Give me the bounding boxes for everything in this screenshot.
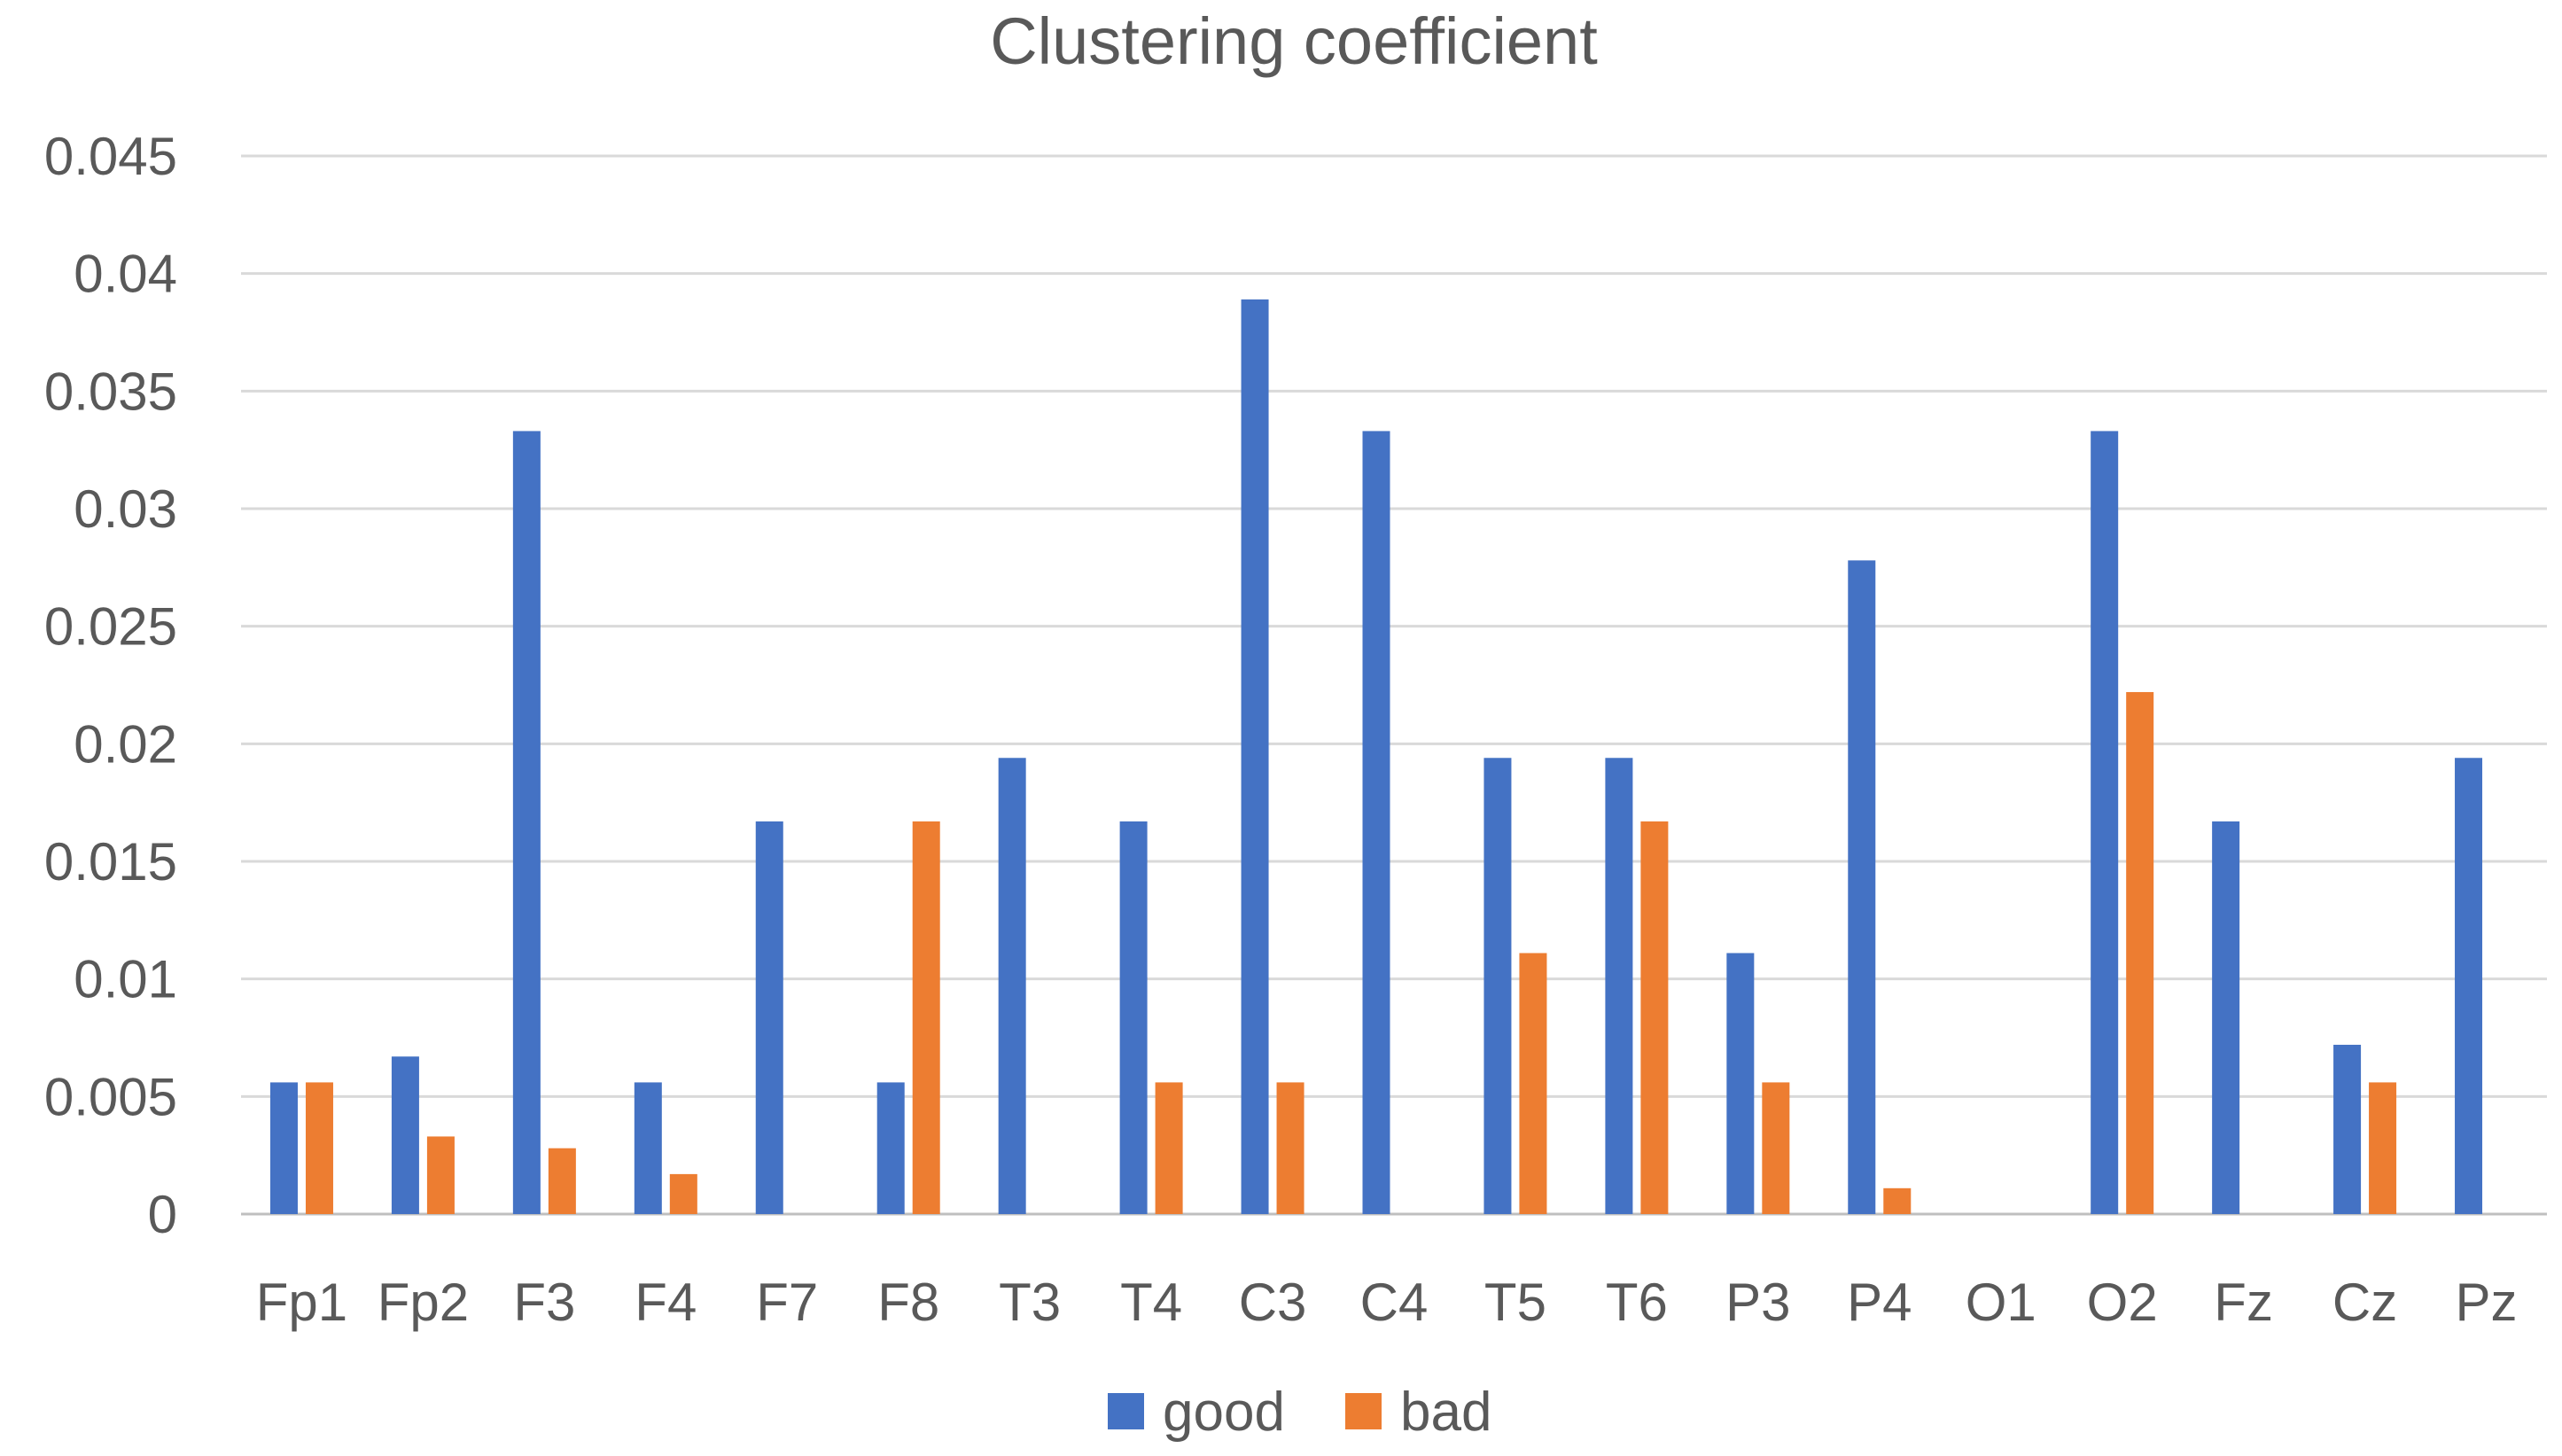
bar-good-f7 bbox=[755, 821, 783, 1214]
bar-good-t6 bbox=[1605, 758, 1633, 1214]
gridlines bbox=[241, 154, 2547, 1216]
x-tick-label: Pz bbox=[2456, 1273, 2518, 1332]
bar-good-t5 bbox=[1483, 758, 1512, 1214]
bar-good-p4 bbox=[1848, 560, 1876, 1214]
bar-bad-t4 bbox=[1155, 1082, 1183, 1214]
x-tick-label: T5 bbox=[1484, 1273, 1546, 1332]
bar-good-fz bbox=[2212, 821, 2240, 1214]
y-tick-label: 0.005 bbox=[44, 1067, 177, 1126]
x-tick-label: Fp1 bbox=[256, 1273, 347, 1332]
x-tick-label: F3 bbox=[513, 1273, 575, 1332]
legend-item-bad[interactable]: bad bbox=[1345, 1382, 1491, 1443]
bar-good-cz bbox=[2333, 1044, 2362, 1214]
y-tick-label: 0.015 bbox=[44, 832, 177, 892]
x-tick-label: F8 bbox=[877, 1273, 939, 1332]
x-tick-label: O2 bbox=[2087, 1273, 2158, 1332]
bar-bad-p3 bbox=[1762, 1082, 1790, 1214]
x-tick-label: F4 bbox=[635, 1273, 697, 1332]
x-axis-tick-labels: Fp1 Fp2 F3 F4 F7 F8 T3 T4 C3 C4 T5 T6 P3 P4 O1 O2 Fz Cz Pz bbox=[256, 1273, 2518, 1332]
y-tick-label: 0.03 bbox=[74, 479, 177, 539]
y-tick-label: 0 bbox=[148, 1185, 177, 1244]
bar-good-o2 bbox=[2091, 431, 2119, 1214]
legend-label-bad: bad bbox=[1400, 1382, 1491, 1443]
bar-bad-f8 bbox=[912, 821, 940, 1214]
x-tick-label: C4 bbox=[1360, 1273, 1429, 1332]
x-tick-label: Fz bbox=[2214, 1273, 2273, 1332]
legend[interactable]: good bad bbox=[1108, 1382, 1491, 1443]
y-tick-label: 0.02 bbox=[74, 714, 177, 774]
bar-bad-t6 bbox=[1640, 821, 1669, 1214]
x-tick-label: Cz bbox=[2332, 1273, 2397, 1332]
legend-label-good: good bbox=[1163, 1382, 1285, 1443]
bar-bad-cz bbox=[2369, 1082, 2397, 1214]
bar-good-fp2 bbox=[391, 1056, 419, 1214]
legend-swatch-bad bbox=[1345, 1393, 1382, 1429]
y-axis-tick-labels: 0 0.005 0.01 0.015 0.02 0.025 0.03 0.035 0.04 0.0… bbox=[44, 127, 177, 1244]
y-tick-label: 0.025 bbox=[44, 597, 177, 657]
bar-bad-fp2 bbox=[426, 1136, 455, 1214]
bar-good-t3 bbox=[998, 758, 1026, 1214]
bar-good-f8 bbox=[876, 1082, 905, 1214]
x-tick-label: T6 bbox=[1606, 1273, 1668, 1332]
bar-good-pz bbox=[2455, 758, 2483, 1214]
bar-bad-f3 bbox=[548, 1148, 576, 1214]
y-tick-label: 0.01 bbox=[74, 950, 177, 1009]
x-tick-label: T4 bbox=[1120, 1273, 1182, 1332]
x-tick-label: O1 bbox=[1966, 1273, 2036, 1332]
bar-good-c4 bbox=[1362, 431, 1390, 1214]
legend-swatch-good bbox=[1108, 1393, 1144, 1429]
bar-bad-fp1 bbox=[305, 1082, 333, 1214]
x-tick-label: F7 bbox=[756, 1273, 818, 1332]
x-tick-label: T3 bbox=[999, 1273, 1061, 1332]
bar-good-c3 bbox=[1241, 299, 1269, 1215]
y-tick-label: 0.045 bbox=[44, 127, 177, 186]
bar-bad-t5 bbox=[1519, 953, 1547, 1214]
bar-bad-c3 bbox=[1276, 1082, 1304, 1214]
bar-bad-p4 bbox=[1883, 1187, 1912, 1214]
bar-good-f4 bbox=[634, 1082, 662, 1214]
y-tick-label: 0.035 bbox=[44, 362, 177, 421]
bars bbox=[269, 299, 2483, 1215]
y-tick-label: 0.04 bbox=[74, 245, 177, 304]
bar-bad-o2 bbox=[2126, 691, 2154, 1214]
x-tick-label: Fp2 bbox=[378, 1273, 469, 1332]
legend-item-good[interactable]: good bbox=[1108, 1382, 1285, 1443]
x-tick-label: C3 bbox=[1239, 1273, 1307, 1332]
bar-good-p3 bbox=[1726, 953, 1755, 1214]
bar-good-t4 bbox=[1119, 821, 1148, 1214]
bar-bad-f4 bbox=[669, 1173, 697, 1214]
chart-title: Clustering coefficient bbox=[990, 4, 1598, 78]
bar-good-fp1 bbox=[269, 1082, 298, 1214]
x-tick-label: P3 bbox=[1725, 1273, 1790, 1332]
bar-good-f3 bbox=[512, 431, 541, 1214]
x-tick-label: P4 bbox=[1847, 1273, 1912, 1332]
